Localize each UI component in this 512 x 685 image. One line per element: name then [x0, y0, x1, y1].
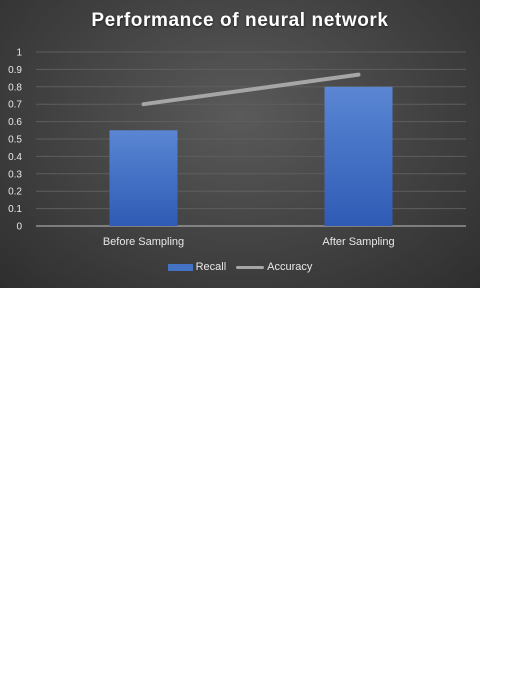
recall-bars: [109, 86, 393, 226]
x-axis-categories: Before Sampling After Sampling: [103, 236, 395, 248]
x-category-label: Before Sampling: [103, 236, 184, 248]
y-tick-label: 1: [16, 48, 22, 59]
y-tick-label: 0.6: [8, 117, 22, 128]
y-tick-label: 0.7: [8, 100, 22, 111]
x-category-label: After Sampling: [322, 236, 394, 248]
legend-label-accuracy: Accuracy: [267, 261, 313, 273]
y-axis-ticks: 0 0.1 0.2 0.3 0.4 0.5 0.6 0.7 0.8 0.9 1: [8, 48, 22, 233]
y-tick-label: 0: [16, 222, 22, 233]
chart-panel: Performance of neural network 0 0.1 0.2 0.3…: [0, 0, 480, 288]
recall-bar: [324, 86, 393, 226]
y-tick-label: 0.5: [8, 135, 22, 146]
accuracy-swatch: [236, 265, 265, 269]
chart-title: Performance of neural network: [91, 10, 389, 31]
plot-area: 0 0.1 0.2 0.3 0.4 0.5 0.6 0.7 0.8 0.9 1 Before Sam…: [8, 48, 466, 248]
y-tick-label: 0.8: [8, 82, 22, 93]
recall-bar: [109, 130, 178, 226]
y-tick-label: 0.1: [8, 204, 22, 215]
y-tick-label: 0.3: [8, 169, 22, 180]
accuracy-line: [141, 72, 361, 107]
gridlines: [36, 51, 466, 227]
legend: Recall Accuracy: [0, 261, 480, 273]
legend-item-accuracy: Accuracy: [236, 261, 312, 273]
y-tick-label: 0.2: [8, 187, 22, 198]
legend-item-recall: Recall: [167, 261, 227, 273]
y-tick-label: 0.4: [8, 152, 22, 163]
accuracy-series-line: [141, 72, 361, 107]
legend-label-recall: Recall: [195, 261, 227, 273]
y-tick-label: 0.9: [8, 65, 22, 76]
recall-swatch: [167, 263, 193, 271]
